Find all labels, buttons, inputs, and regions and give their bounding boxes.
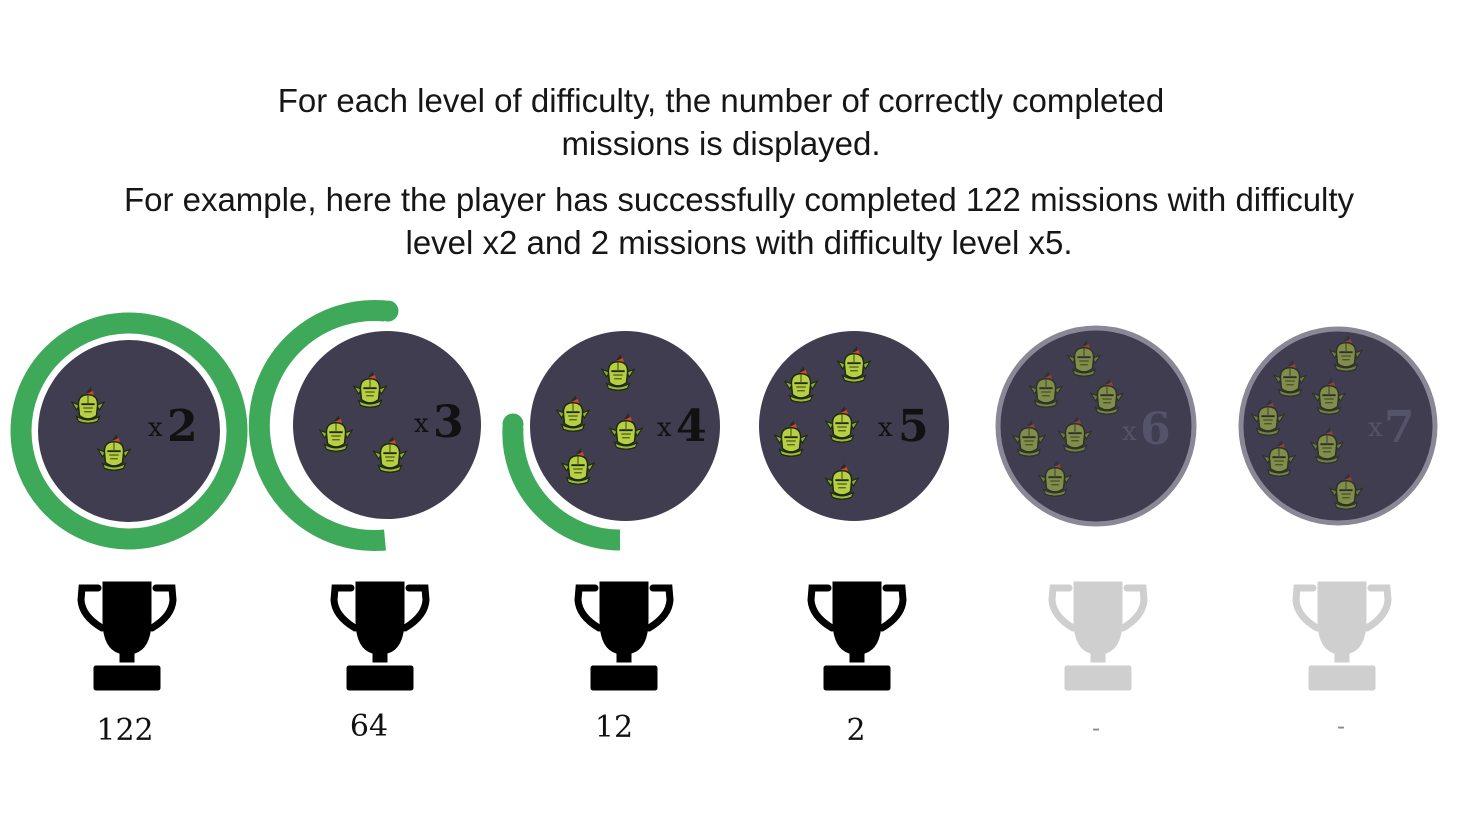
multiplier-number: 4 xyxy=(676,401,707,452)
multiplier-number: 2 xyxy=(167,401,198,452)
difficulty-badge-x5[interactable]: x 5 xyxy=(759,331,949,521)
instruction-line: missions is displayed. xyxy=(561,125,881,162)
multiplier-number: 3 xyxy=(433,397,464,448)
instruction-text-1: For each level of difficulty, the number… xyxy=(0,79,1457,165)
trophy-icon xyxy=(811,582,903,690)
multiplier-x: x xyxy=(414,409,429,439)
instruction-text-2: For example, here the player has success… xyxy=(3,178,1472,264)
completed-count: 122 xyxy=(96,713,154,748)
instruction-line: level x2 and 2 missions with difficulty … xyxy=(405,224,1073,261)
multiplier-x: x xyxy=(878,413,893,443)
progress-ring xyxy=(248,300,386,551)
progress-ring-cap xyxy=(502,413,524,435)
multiplier-number: 5 xyxy=(898,401,929,452)
completed-count: - xyxy=(1091,714,1101,742)
instruction-line: For example, here the player has success… xyxy=(123,181,1355,218)
difficulty-badge-x6[interactable]: x 6 xyxy=(995,325,1197,527)
multiplier-number: 7 xyxy=(1384,402,1415,453)
difficulty-badge-x3[interactable]: x 3 xyxy=(248,300,481,551)
progress-ring xyxy=(10,312,248,550)
badge-disc xyxy=(293,331,481,519)
multiplier-x: x xyxy=(1368,413,1383,443)
difficulty-badge-x2[interactable]: x 2 xyxy=(10,312,248,550)
badge-disc xyxy=(38,340,220,522)
progress-ring-cap xyxy=(377,300,399,322)
instruction-line: For each level of difficulty, the number… xyxy=(277,82,1165,119)
trophy-icon xyxy=(578,582,670,690)
trophy-icon xyxy=(81,582,173,690)
completed-count: 2 xyxy=(846,713,866,748)
multiplier-x: x xyxy=(1122,417,1137,447)
multiplier-number: 6 xyxy=(1140,404,1171,455)
completed-count: 64 xyxy=(349,709,389,744)
completed-count: 12 xyxy=(594,710,634,745)
trophy-icon xyxy=(334,582,426,690)
progress-ring xyxy=(502,426,621,551)
difficulty-badge-x7[interactable]: x 7 xyxy=(1238,326,1438,526)
multiplier-x: x xyxy=(148,413,163,443)
completed-count: - xyxy=(1336,712,1346,740)
difficulty-badge-x4[interactable]: x 4 xyxy=(502,331,721,551)
trophy-icon xyxy=(1296,582,1388,690)
trophy-icon xyxy=(1052,582,1144,690)
multiplier-x: x xyxy=(657,413,672,443)
